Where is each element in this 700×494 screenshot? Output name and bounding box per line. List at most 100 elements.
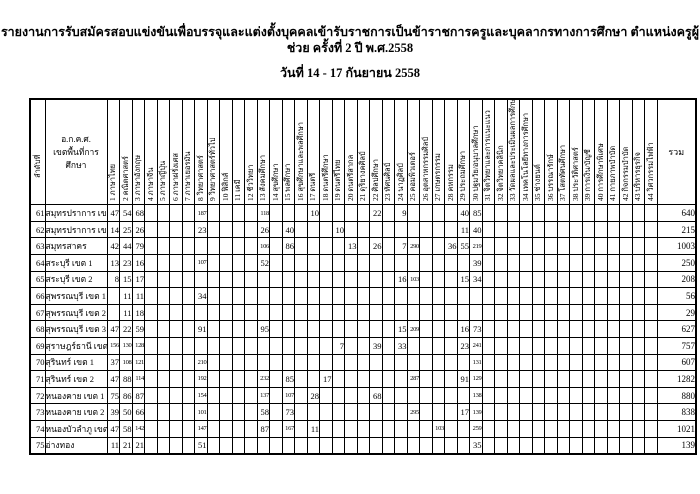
subject-cell-12: [244, 403, 258, 421]
subject-cell-34: [519, 287, 533, 305]
subject-cell-30: 35: [469, 436, 483, 455]
subject-cell-31: [481, 370, 495, 388]
subject-cell-27: [431, 254, 445, 272]
subject-cell-20: [344, 337, 358, 355]
row-index: 74: [29, 419, 46, 438]
subject-cell-43: [631, 204, 645, 222]
subject-cell-9: [206, 386, 220, 405]
subject-cell-12: [244, 287, 258, 305]
subject-cell-34: [519, 353, 533, 372]
subject-cell-6: [169, 370, 183, 388]
subject-cell-2: 108: [119, 353, 133, 372]
subject-cell-12: [244, 237, 258, 256]
subject-cell-16: [294, 237, 308, 256]
subject-cell-34: [519, 237, 533, 256]
subject-cell-1: 8: [106, 270, 120, 289]
subject-cell-15: [281, 320, 295, 338]
subject-cell-5: [156, 237, 170, 256]
subject-cell-18: [319, 237, 333, 256]
subject-cell-31: [481, 270, 495, 289]
subject-cell-44: [644, 419, 658, 438]
subject-cell-31: [481, 204, 495, 222]
subject-cell-21: [356, 303, 370, 322]
subject-cell-19: [331, 419, 345, 438]
subject-cell-15: 40: [281, 220, 295, 239]
subject-cell-22: [369, 320, 383, 338]
subject-cell-22: [369, 270, 383, 289]
subject-cell-9: [206, 320, 220, 338]
subject-cell-31: [481, 386, 495, 405]
row-total: 1003: [656, 237, 697, 256]
subject-cell-7: [181, 303, 195, 322]
subject-column-header-42: 42 กิจกรรมบำบัด: [619, 98, 633, 206]
row-index: 61: [29, 204, 46, 222]
subject-column-header-7: 7 ภาษาเยอรมัน: [181, 98, 195, 206]
education-area: อ่างทอง: [44, 436, 108, 455]
subject-cell-37: [556, 386, 570, 405]
subject-column-header-22: 22 ศิลปศึกษา: [369, 98, 383, 206]
subject-cell-36: [544, 270, 558, 289]
subject-cell-34: [519, 386, 533, 405]
subject-cell-5: [156, 204, 170, 222]
subject-cell-14: [269, 287, 283, 305]
subject-cell-23: [381, 220, 395, 239]
subject-column-header-43: 43 บริหารธุรกิจ: [631, 98, 645, 206]
subject-cell-13: 87: [256, 419, 270, 438]
subject-column-header-32: 32 จิตวิทยาคลินิก: [494, 98, 508, 206]
subject-cell-39: [581, 337, 595, 355]
subject-cell-37: [556, 303, 570, 322]
subject-cell-19: [331, 436, 345, 455]
subject-cell-24: 15: [394, 320, 408, 338]
subject-cell-10: [219, 270, 233, 289]
subject-cell-5: [156, 353, 170, 372]
subject-cell-37: [556, 270, 570, 289]
subject-cell-43: [631, 320, 645, 338]
subject-cell-38: [569, 254, 583, 272]
subject-cell-32: [494, 303, 508, 322]
subject-cell-34: [519, 303, 533, 322]
subject-cell-28: [444, 287, 458, 305]
subject-cell-36: [544, 287, 558, 305]
subject-cell-31: [481, 320, 495, 338]
subject-cell-24: [394, 254, 408, 272]
subject-cell-13: 118: [256, 204, 270, 222]
subject-cell-36: [544, 370, 558, 388]
subject-cell-1: [106, 303, 120, 322]
subject-cell-7: [181, 237, 195, 256]
subject-cell-43: [631, 370, 645, 388]
subject-cell-37: [556, 204, 570, 222]
subject-column-header-33: 33 วัดผลและประเมินผลการศึกษา: [506, 98, 520, 206]
subject-cell-8: 187: [194, 204, 208, 222]
subject-cell-13: 137: [256, 386, 270, 405]
subject-column-header-20: 20 ดนตรีสากล: [344, 98, 358, 206]
subject-cell-34: [519, 337, 533, 355]
subject-cell-33: [506, 353, 520, 372]
education-area: สระบุรี เขต 1: [44, 254, 108, 272]
subject-cell-35: [531, 436, 545, 455]
subject-cell-34: [519, 254, 533, 272]
subject-cell-7: [181, 287, 195, 305]
subject-cell-22: 39: [369, 337, 383, 355]
row-index: 63: [29, 237, 46, 256]
subject-cell-1: 47: [106, 320, 120, 338]
subject-cell-16: [294, 419, 308, 438]
subject-cell-41: [606, 287, 620, 305]
subject-cell-35: [531, 303, 545, 322]
subject-cell-3: 18: [131, 303, 145, 322]
row-total: 139: [656, 436, 697, 455]
subject-cell-15: 73: [281, 403, 295, 421]
subject-cell-26: [419, 419, 433, 438]
subject-cell-15: [281, 254, 295, 272]
subject-cell-17: [306, 303, 320, 322]
subject-cell-11: [231, 353, 245, 372]
subject-cell-1: 47: [106, 370, 120, 388]
subject-cell-12: [244, 337, 258, 355]
subject-cell-5: [156, 370, 170, 388]
subject-cell-20: [344, 370, 358, 388]
subject-cell-36: [544, 353, 558, 372]
subject-cell-24: [394, 403, 408, 421]
subject-cell-2: 50: [119, 403, 133, 421]
subject-cell-8: 192: [194, 370, 208, 388]
